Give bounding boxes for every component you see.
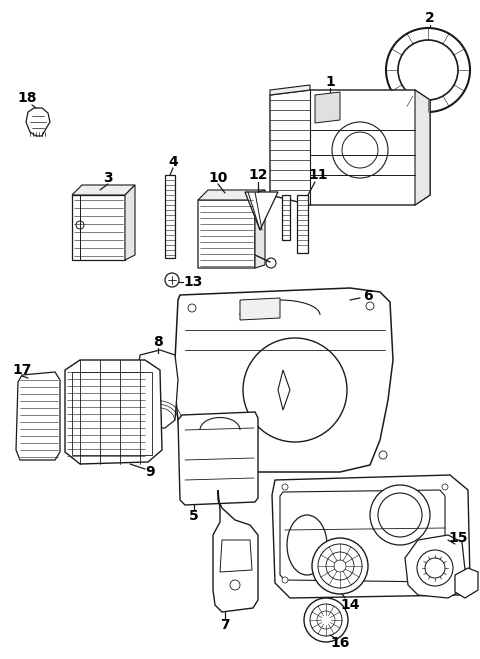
Circle shape: [317, 544, 361, 588]
Polygon shape: [165, 175, 175, 258]
Polygon shape: [269, 90, 429, 205]
Polygon shape: [296, 195, 307, 253]
Polygon shape: [454, 568, 477, 598]
Polygon shape: [240, 298, 279, 320]
Text: 17: 17: [12, 363, 32, 377]
Text: 7: 7: [220, 618, 229, 632]
Circle shape: [265, 258, 276, 268]
Polygon shape: [72, 372, 152, 455]
Polygon shape: [404, 535, 464, 598]
Circle shape: [378, 451, 386, 459]
Text: 3: 3: [103, 171, 113, 185]
Polygon shape: [213, 490, 257, 612]
Circle shape: [188, 304, 195, 312]
Text: 4: 4: [168, 155, 178, 169]
Circle shape: [441, 577, 447, 583]
Polygon shape: [219, 540, 252, 572]
Circle shape: [441, 484, 447, 490]
Polygon shape: [65, 360, 162, 464]
Polygon shape: [72, 185, 135, 195]
Text: 8: 8: [153, 335, 163, 349]
Circle shape: [316, 611, 334, 629]
Text: 10: 10: [208, 171, 227, 185]
Circle shape: [229, 580, 240, 590]
Polygon shape: [175, 288, 392, 472]
Text: 5: 5: [189, 509, 198, 523]
Polygon shape: [125, 185, 135, 260]
Circle shape: [76, 221, 84, 229]
Polygon shape: [414, 90, 429, 205]
Circle shape: [165, 273, 179, 287]
Polygon shape: [72, 195, 125, 260]
Circle shape: [227, 552, 242, 568]
Text: 16: 16: [330, 636, 349, 650]
Text: 15: 15: [447, 531, 467, 545]
Circle shape: [333, 560, 345, 572]
Circle shape: [397, 40, 457, 100]
Circle shape: [365, 302, 373, 310]
Circle shape: [242, 338, 346, 442]
Polygon shape: [16, 372, 60, 460]
Circle shape: [309, 604, 341, 636]
Text: 14: 14: [339, 598, 359, 612]
Circle shape: [369, 485, 429, 545]
Circle shape: [186, 451, 193, 459]
Text: 13: 13: [183, 275, 202, 289]
Circle shape: [385, 28, 469, 112]
Text: 11: 11: [308, 168, 327, 182]
Polygon shape: [314, 92, 339, 123]
Circle shape: [341, 132, 377, 168]
Polygon shape: [271, 475, 469, 598]
Circle shape: [424, 558, 444, 578]
Polygon shape: [244, 192, 277, 230]
Circle shape: [325, 552, 353, 580]
Circle shape: [281, 577, 288, 583]
Text: 9: 9: [145, 465, 155, 479]
Circle shape: [312, 538, 367, 594]
Polygon shape: [26, 108, 50, 136]
Text: 6: 6: [362, 289, 372, 303]
Polygon shape: [135, 350, 178, 428]
Circle shape: [281, 484, 288, 490]
Polygon shape: [279, 490, 444, 582]
Text: 1: 1: [324, 75, 334, 89]
Polygon shape: [269, 85, 309, 95]
Polygon shape: [281, 195, 289, 240]
Circle shape: [331, 122, 387, 178]
Polygon shape: [254, 190, 264, 268]
Circle shape: [303, 598, 347, 642]
Circle shape: [377, 493, 421, 537]
Polygon shape: [277, 370, 289, 410]
Circle shape: [416, 550, 452, 586]
Polygon shape: [198, 190, 264, 200]
Text: 18: 18: [17, 91, 36, 105]
Text: 2: 2: [424, 11, 434, 25]
Text: 12: 12: [248, 168, 267, 182]
Polygon shape: [178, 412, 257, 505]
Polygon shape: [198, 193, 254, 268]
